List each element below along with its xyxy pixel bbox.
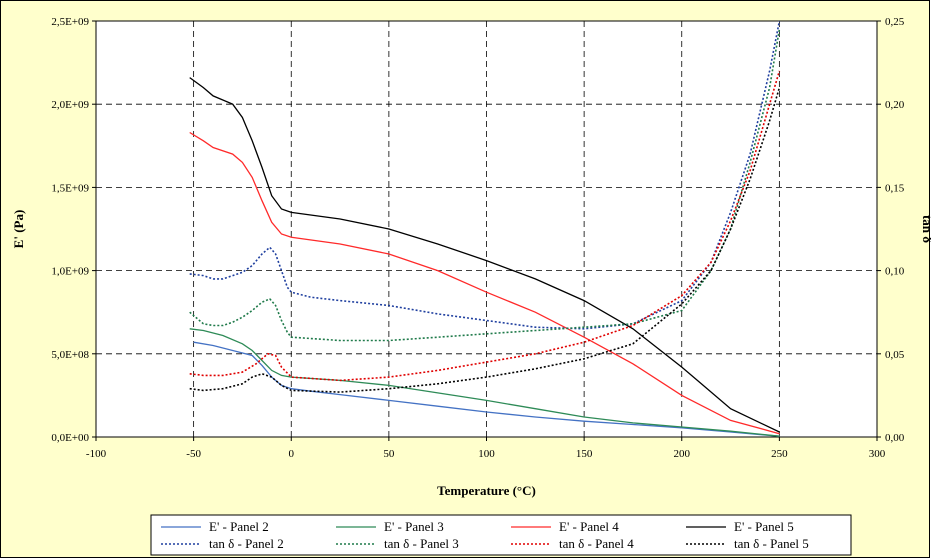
y-tick-label: 1,5E+09: [51, 182, 89, 194]
series-line-3: [189, 131, 780, 435]
y2-tick-label: 0,05: [885, 349, 905, 361]
x-tick-label: 100: [478, 448, 495, 460]
x-tick-label: 250: [771, 448, 788, 460]
series-line-4: [189, 77, 780, 433]
y2-axis-title: tan δ: [920, 215, 931, 243]
legend-label: E' - Panel 3: [384, 519, 444, 534]
x-tick-label: 50: [383, 448, 395, 460]
x-tick-label: 150: [576, 448, 593, 460]
x-tick-label: 300: [869, 448, 886, 460]
x-tick-label: 0: [289, 448, 295, 460]
series-line-5: [189, 20, 781, 330]
y-tick-label: 0,0E+00: [51, 432, 89, 444]
y2-tick-label: 0,10: [885, 266, 905, 278]
series-line-1: [193, 341, 780, 437]
plot-area: [95, 20, 878, 438]
y2-tick-label: 0,20: [885, 99, 905, 111]
x-tick-label: 200: [674, 448, 691, 460]
series-line-6: [189, 29, 781, 342]
legend-label: tan δ - Panel 3: [384, 536, 459, 551]
legend-label: tan δ - Panel 5: [734, 536, 809, 551]
y2-tick-label: 0,25: [885, 16, 905, 28]
legend-label: tan δ - Panel 4: [559, 536, 634, 551]
x-tick-label: -50: [186, 448, 201, 460]
series-line-8: [189, 87, 781, 393]
x-tick-label: -100: [86, 448, 107, 460]
y-tick-label: 2,5E+09: [51, 16, 89, 28]
y2-tick-label: 0,15: [885, 182, 905, 194]
y-tick-label: 2,0E+09: [51, 99, 89, 111]
legend-box: [150, 514, 852, 556]
y2-tick-label: 0,00: [885, 432, 905, 444]
y-tick-label: 1,0E+09: [51, 266, 89, 278]
legend-label: E' - Panel 2: [209, 519, 269, 534]
series-line-7: [189, 70, 781, 382]
legend-label: E' - Panel 4: [559, 519, 619, 534]
x-axis-title: Temperature (°C): [437, 483, 536, 498]
legend-label: E' - Panel 5: [734, 519, 794, 534]
legend-label: tan δ - Panel 2: [209, 536, 284, 551]
y-tick-label: 5,0E+08: [51, 349, 89, 361]
y-axis-title: E' (Pa): [11, 210, 26, 249]
